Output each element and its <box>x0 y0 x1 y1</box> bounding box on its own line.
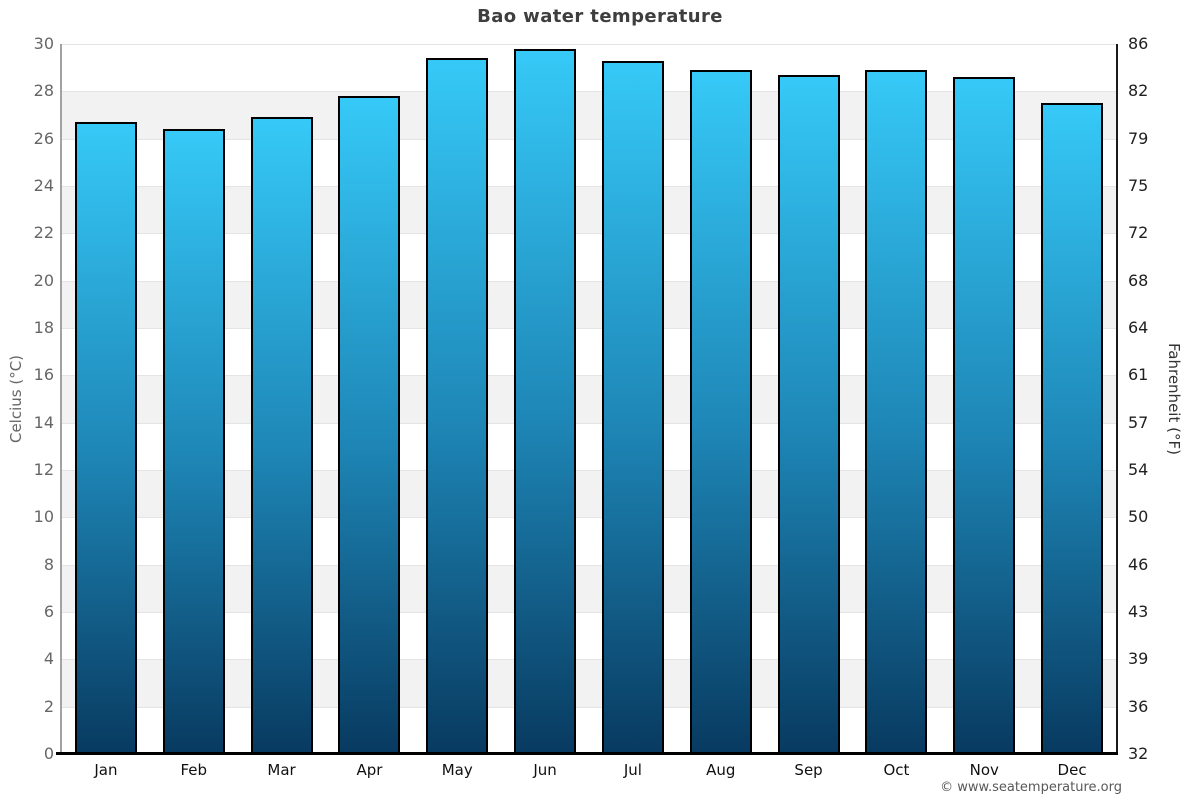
grid-band <box>62 422 1116 470</box>
y-tick-celsius: 4 <box>43 649 54 669</box>
bar-jan[interactable] <box>74 122 137 754</box>
plot-area <box>62 44 1116 754</box>
y-axis-left-line <box>60 44 62 754</box>
y-tick-fahrenheit: 72 <box>1128 223 1149 243</box>
y-tick-celsius: 26 <box>33 128 54 148</box>
y-tick-fahrenheit: 64 <box>1128 318 1149 337</box>
x-tick-month: Jun <box>533 761 557 779</box>
grid-band <box>62 138 1116 186</box>
y-tick-celsius: 14 <box>33 412 54 432</box>
x-tick-month: May <box>441 761 473 779</box>
y-tick-fahrenheit: 50 <box>1128 507 1149 527</box>
grid-band <box>62 612 1116 660</box>
y-tick-celsius: 12 <box>33 460 54 479</box>
chart-title: Bao water temperature <box>477 6 723 27</box>
grid-band <box>62 280 1116 328</box>
footer-credit: © www.seatemperature.org <box>940 780 1122 795</box>
y-tick-celsius: 22 <box>33 223 54 243</box>
x-tick-month: Feb <box>180 761 208 779</box>
grid-band <box>62 470 1116 518</box>
y-tick-celsius: 28 <box>33 81 54 101</box>
bar-feb[interactable] <box>162 129 225 754</box>
y-tick-fahrenheit: 79 <box>1128 128 1149 148</box>
grid-band <box>62 375 1116 423</box>
y-tick-fahrenheit: 57 <box>1128 412 1149 432</box>
y-tick-celsius: 16 <box>33 365 54 385</box>
y-tick-fahrenheit: 43 <box>1128 602 1149 621</box>
y-tick-fahrenheit: 54 <box>1128 460 1149 479</box>
y-tick-celsius: 20 <box>33 270 54 290</box>
y-axis-right-title: Fahrenheit (°F) <box>1165 343 1183 455</box>
y-tick-fahrenheit: 61 <box>1128 365 1149 385</box>
grid-band <box>62 91 1116 139</box>
y-tick-celsius: 30 <box>33 34 54 53</box>
bar-jul[interactable] <box>601 60 664 754</box>
grid-band <box>62 233 1116 281</box>
y-tick-celsius: 10 <box>33 507 54 527</box>
bar-nov[interactable] <box>953 77 1016 754</box>
y-tick-fahrenheit: 46 <box>1128 554 1149 574</box>
bar-dec[interactable] <box>1041 103 1104 754</box>
bar-jun[interactable] <box>514 48 577 754</box>
grid-band <box>62 659 1116 707</box>
y-tick-fahrenheit: 39 <box>1128 649 1149 669</box>
x-tick-month: Apr <box>356 761 383 779</box>
bar-oct[interactable] <box>865 70 928 754</box>
x-axis-line <box>56 752 1118 755</box>
x-tick-month: Jul <box>623 761 642 779</box>
grid-band <box>62 706 1116 754</box>
y-tick-celsius: 2 <box>43 696 54 716</box>
y-tick-celsius: 6 <box>43 602 54 621</box>
bar-aug[interactable] <box>689 70 752 754</box>
bar-apr[interactable] <box>338 96 401 754</box>
y-tick-fahrenheit: 68 <box>1128 270 1149 290</box>
y-tick-fahrenheit: 36 <box>1128 696 1149 716</box>
bar-sep[interactable] <box>777 74 840 754</box>
bar-mar[interactable] <box>250 117 313 754</box>
grid-band <box>62 517 1116 565</box>
y-tick-fahrenheit: 82 <box>1128 81 1149 101</box>
x-tick-month: Oct <box>883 761 910 779</box>
x-tick-month: Dec <box>1057 761 1087 779</box>
y-tick-fahrenheit: 75 <box>1128 176 1149 195</box>
grid-band <box>62 564 1116 612</box>
y-tick-celsius: 18 <box>33 318 54 337</box>
x-tick-month: Aug <box>706 761 736 779</box>
y-tick-fahrenheit: 32 <box>1128 744 1149 763</box>
grid-band <box>62 328 1116 376</box>
x-tick-month: Mar <box>267 761 296 779</box>
y-tick-celsius: 8 <box>43 554 54 574</box>
y-tick-celsius: 0 <box>43 744 54 763</box>
x-tick-month: Sep <box>794 761 823 779</box>
y-axis-right-line <box>1116 44 1118 754</box>
bar-may[interactable] <box>426 58 489 754</box>
y-tick-celsius: 24 <box>33 176 54 195</box>
x-tick-month: Jan <box>94 761 118 779</box>
grid-band <box>62 44 1116 92</box>
y-tick-fahrenheit: 86 <box>1128 34 1149 53</box>
grid-band <box>62 186 1116 234</box>
x-tick-month: Nov <box>969 761 999 779</box>
